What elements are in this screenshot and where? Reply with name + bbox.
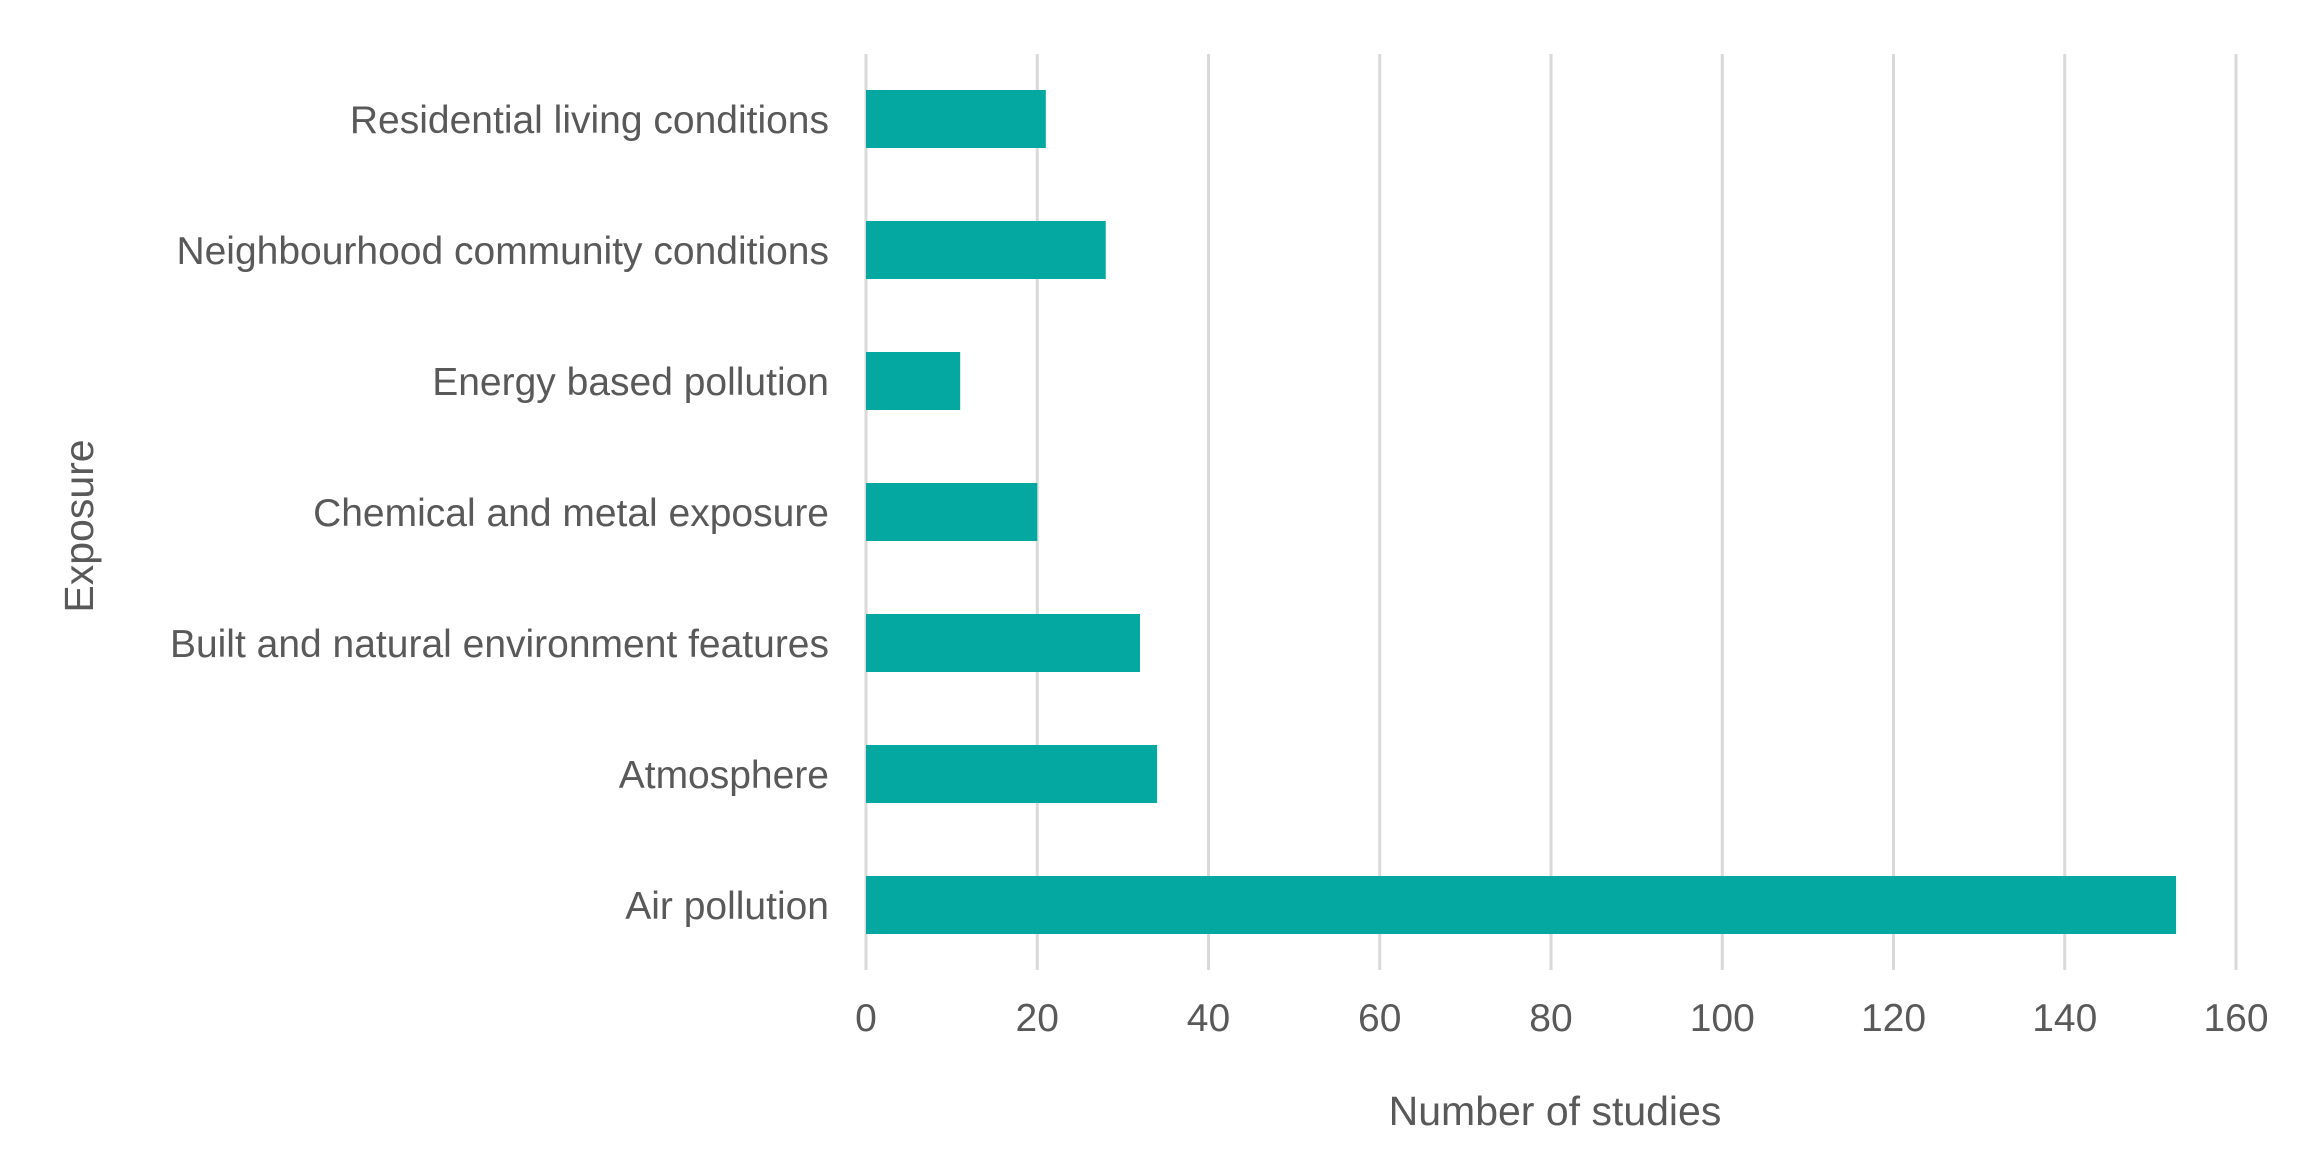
bar bbox=[866, 614, 1140, 672]
gridlines bbox=[864, 54, 2238, 970]
bars bbox=[866, 90, 2177, 934]
x-tick-label: 0 bbox=[855, 997, 877, 1040]
bar bbox=[866, 876, 2177, 934]
x-tick-label: 160 bbox=[2203, 997, 2268, 1040]
category-label: Residential living conditions bbox=[350, 99, 829, 142]
x-tick-label: 140 bbox=[2032, 997, 2097, 1040]
category-label: Chemical and metal exposure bbox=[313, 492, 829, 535]
bar bbox=[866, 221, 1106, 279]
x-tick-labels: 0 20 40 60 80 100 120 140 160 bbox=[855, 997, 2268, 1040]
category-label: Atmosphere bbox=[619, 754, 829, 797]
x-tick-label: 60 bbox=[1358, 997, 1401, 1040]
x-tick-label: 40 bbox=[1187, 997, 1230, 1040]
y-axis-title: Exposure bbox=[56, 439, 102, 612]
x-axis-title: Number of studies bbox=[1389, 1088, 1722, 1134]
bar bbox=[866, 90, 1046, 148]
bar bbox=[866, 745, 1158, 803]
category-label: Neighbourhood community conditions bbox=[176, 230, 829, 273]
category-label: Air pollution bbox=[625, 885, 829, 928]
bar bbox=[866, 352, 961, 410]
category-label: Built and natural environment features bbox=[170, 623, 829, 666]
category-labels: Residential living conditions Neighbourho… bbox=[170, 99, 829, 928]
x-tick-label: 100 bbox=[1690, 997, 1755, 1040]
x-tick-label: 80 bbox=[1529, 997, 1572, 1040]
category-label: Energy based pollution bbox=[432, 361, 829, 404]
x-tick-label: 120 bbox=[1861, 997, 1926, 1040]
bar bbox=[866, 483, 1038, 541]
x-tick-label: 20 bbox=[1016, 997, 1059, 1040]
